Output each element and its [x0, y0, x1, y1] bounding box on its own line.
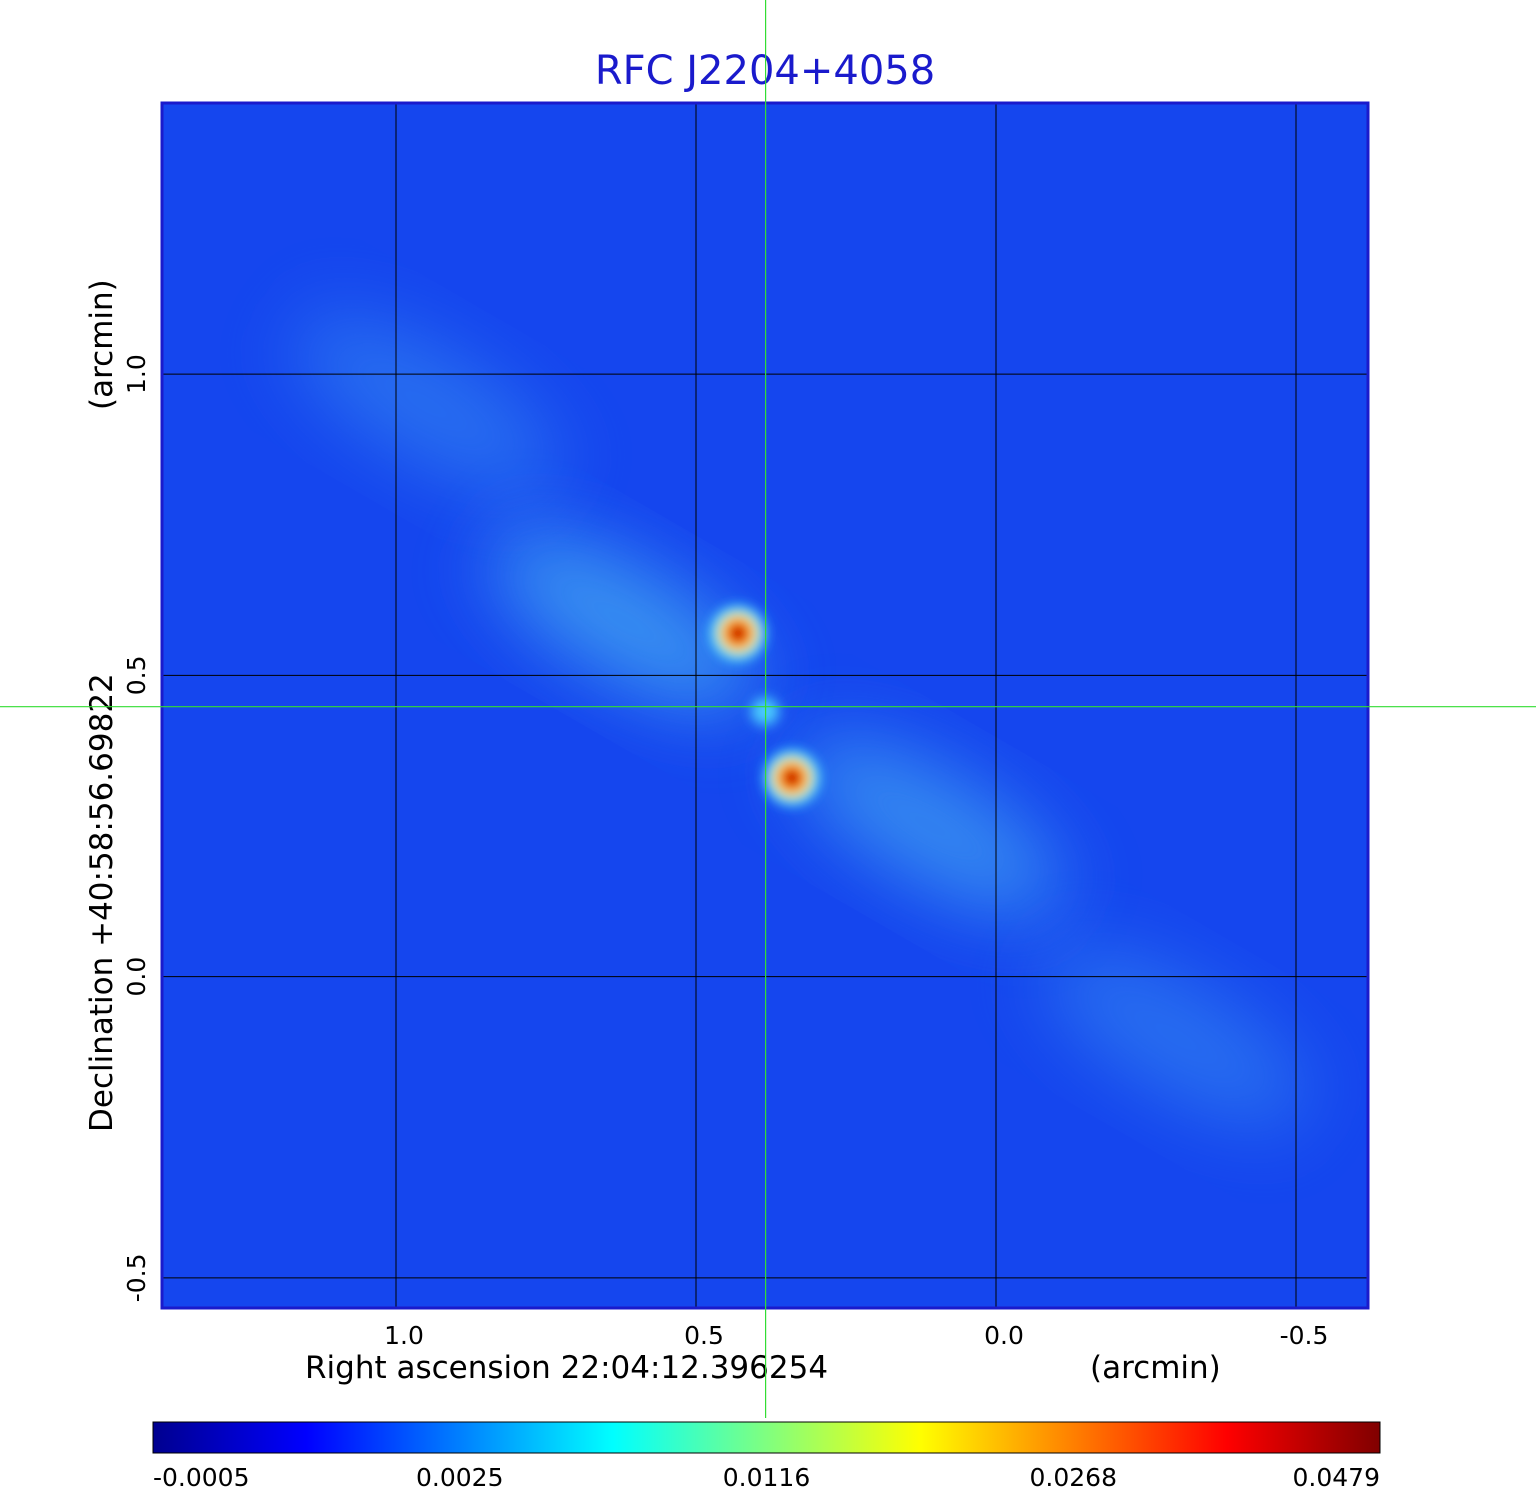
y-axis-unit: (arcmin) [84, 279, 120, 410]
colorbar-tick-label: 0.0116 [723, 1463, 810, 1492]
x-axis-label: Right ascension 22:04:12.396254 [305, 1350, 828, 1386]
colorbar-tick-labels: -0.0005 0.0025 0.0116 0.0268 0.0479 [153, 1463, 1380, 1492]
diffuse-emission-2 [293, 315, 559, 494]
x-tick-labels: 1.0 0.5 0.0 -0.5 [384, 1321, 1328, 1350]
y-tick-label: -0.5 [122, 1253, 151, 1302]
y-tick-label: 1.0 [122, 354, 151, 394]
y-tick-label: 0.5 [122, 655, 151, 695]
x-tick-label: 0.0 [984, 1321, 1024, 1350]
x-tick-label: -0.5 [1280, 1321, 1329, 1350]
source-component-0 [710, 605, 766, 662]
x-tick-label: 0.5 [684, 1321, 724, 1350]
colorbar [152, 1421, 1381, 1454]
y-axis-label: Declination +40:58:56.69822 [84, 673, 120, 1132]
colorbar-tick-label: 0.0479 [1293, 1463, 1380, 1492]
diffuse-emission-3 [1043, 948, 1309, 1126]
colorbar-tick-label: -0.0005 [153, 1463, 250, 1492]
y-tick-label: 0.0 [122, 957, 151, 997]
x-axis-unit: (arcmin) [1090, 1350, 1221, 1386]
source-component-1 [764, 749, 820, 806]
y-tick-labels: 1.0 0.5 0.0 -0.5 [122, 354, 151, 1302]
crosshair [0, 0, 1536, 1418]
x-tick-label: 1.0 [384, 1321, 424, 1350]
colorbar-tick-label: 0.0025 [416, 1463, 503, 1492]
diffuse-emission-0 [491, 532, 757, 710]
colorbar-tick-label: 0.0268 [1030, 1463, 1117, 1492]
emission-layer [293, 315, 1309, 1126]
